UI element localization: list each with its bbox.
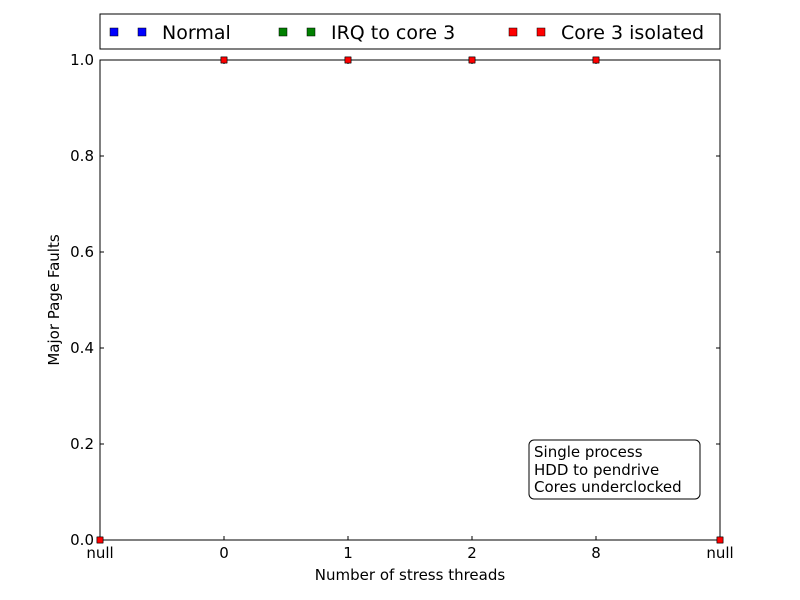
legend-marker bbox=[508, 27, 518, 37]
legend-marker bbox=[109, 27, 119, 37]
x-axis-label: Number of stress threads bbox=[315, 566, 506, 584]
point-series-2 bbox=[220, 56, 228, 64]
data-markers bbox=[96, 56, 724, 544]
point-series-2 bbox=[592, 56, 600, 64]
y-tick-label: 0.0 bbox=[70, 531, 94, 549]
x-tick-label: 8 bbox=[591, 544, 601, 562]
x-tick-label: null bbox=[86, 544, 113, 562]
legend-marker bbox=[536, 27, 546, 37]
y-tick-label: 0.6 bbox=[70, 243, 94, 261]
x-tick-label: 2 bbox=[467, 544, 477, 562]
legend-label: Core 3 isolated bbox=[561, 22, 704, 44]
y-tick-label: 0.4 bbox=[70, 339, 94, 357]
y-tick-label: 0.2 bbox=[70, 435, 94, 453]
y-axis: 0.0 0.2 0.4 0.6 0.8 1.0 bbox=[70, 51, 720, 549]
y-axis-label: Major Page Faults bbox=[45, 234, 63, 365]
x-tick-label: null bbox=[706, 544, 733, 562]
y-tick-label: 1.0 bbox=[70, 51, 94, 69]
x-tick-label: 1 bbox=[343, 544, 353, 562]
x-tick-label: 0 bbox=[219, 544, 229, 562]
legend-frame bbox=[99, 13, 721, 50]
legend: Normal IRQ to core 3 Core 3 isolated bbox=[99, 13, 721, 50]
point-series-2 bbox=[96, 536, 104, 544]
legend-label: Normal bbox=[162, 22, 231, 44]
legend-marker bbox=[137, 27, 147, 37]
annotation-line-3: Cores underclocked bbox=[534, 478, 682, 496]
legend-marker bbox=[278, 27, 288, 37]
point-series-2 bbox=[344, 56, 352, 64]
point-series-2 bbox=[716, 536, 724, 544]
point-series-2 bbox=[468, 56, 476, 64]
legend-label: IRQ to core 3 bbox=[331, 22, 455, 44]
annotation-frame bbox=[528, 439, 701, 500]
annotation-line-2: HDD to pendrive bbox=[534, 461, 659, 479]
y-tick-label: 0.8 bbox=[70, 147, 94, 165]
x-axis: null 0 1 2 8 null bbox=[86, 60, 734, 562]
annotation-box: Single process HDD to pendrive Cores und… bbox=[528, 439, 701, 500]
legend-marker bbox=[306, 27, 316, 37]
annotation-line-1: Single process bbox=[534, 443, 643, 461]
